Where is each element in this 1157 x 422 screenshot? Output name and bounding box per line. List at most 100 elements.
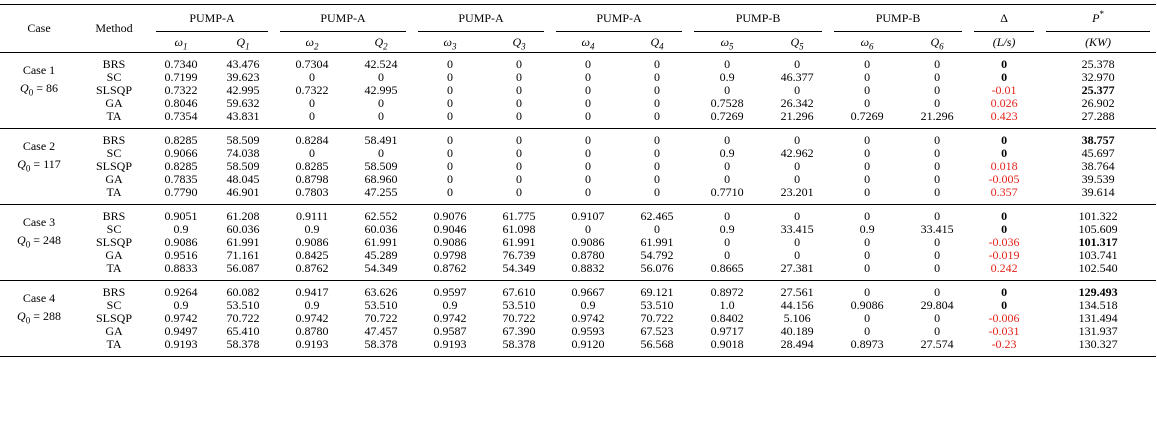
- delta-cell: 0: [968, 280, 1041, 299]
- group-label: PUMP-A: [280, 6, 407, 32]
- value-cell: 26.342: [780, 96, 814, 110]
- value-cell: 58.509: [226, 159, 260, 173]
- value-cell: 47.457: [364, 324, 398, 338]
- value-cell: 0: [654, 57, 661, 71]
- value-cell: 0.8833: [164, 261, 198, 275]
- data-row: TA 0.8833 56.087 0.8762 54.349 0.8762 54.349 0.…: [0, 262, 1156, 281]
- data-row: Case 1 Q0 = 86 BRS 0.7340 43.476 0.7304 42.524…: [0, 53, 1156, 97]
- value-cell: 0: [688, 204, 767, 223]
- subheader: Q3: [488, 32, 551, 53]
- delta-cell: 0: [1001, 222, 1008, 236]
- method: BRS: [78, 204, 150, 223]
- value-cell: 0.8665: [710, 261, 744, 275]
- value-cell: 0: [309, 96, 316, 110]
- value-cell: 44.156: [780, 298, 814, 312]
- p-star-cell: 25.377: [1081, 83, 1115, 97]
- subheader: ω2: [274, 32, 351, 53]
- value-cell: 0.9742: [295, 311, 329, 325]
- value-cell: 54.349: [364, 261, 398, 275]
- value-cell: 58.509: [364, 159, 398, 173]
- value-cell: 0.8780: [571, 248, 605, 262]
- sub-symbol: ω: [581, 34, 591, 49]
- value-cell: 0: [724, 159, 731, 173]
- value-cell: 62.552: [350, 204, 413, 223]
- value-cell: 0: [654, 159, 661, 173]
- value-cell: 58.378: [502, 337, 536, 351]
- value-cell: 0: [766, 204, 829, 223]
- value-cell: 0: [447, 146, 454, 160]
- value-cell: 0: [585, 159, 592, 173]
- value-cell: 0: [516, 146, 523, 160]
- subheader: ω3: [412, 32, 489, 53]
- value-cell: 56.076: [640, 261, 674, 275]
- method: SLSQP: [95, 235, 133, 249]
- group-label: PUMP-B: [834, 6, 963, 32]
- sub-index: 5: [799, 40, 804, 51]
- header-group: PUMP-B: [828, 5, 968, 33]
- value-cell: 65.410: [226, 324, 260, 338]
- value-cell: 0: [934, 248, 941, 262]
- q-value: = 86: [36, 81, 58, 95]
- method: SLSQP: [95, 83, 133, 97]
- value-cell: 0.9193: [164, 337, 198, 351]
- value-cell: 0.7269: [710, 109, 744, 123]
- data-row: SLSQP 0.9086 61.991 0.9086 61.991 0.9086 61.99…: [0, 236, 1156, 249]
- value-cell: 0: [864, 235, 871, 249]
- value-cell: 0: [688, 128, 767, 147]
- value-cell: 0: [794, 57, 801, 71]
- subheader: ω5: [688, 32, 767, 53]
- value-cell: 0.8973: [850, 337, 884, 351]
- value-cell: 46.377: [780, 70, 814, 84]
- value-cell: 0: [766, 128, 829, 147]
- group-label: PUMP-B: [694, 6, 823, 32]
- value-cell: 0.7304: [295, 57, 329, 71]
- value-cell: 28.494: [780, 337, 814, 351]
- value-cell: 0.9742: [164, 311, 198, 325]
- value-cell: 0.7803: [295, 185, 329, 199]
- value-cell: 70.722: [364, 311, 398, 325]
- q-symbol: Q: [20, 81, 29, 95]
- data-row: GA 0.8046 59.632 0 0 0 0 0 0 0.7528 26.342 0 0 0.026 2…: [0, 97, 1156, 110]
- value-cell: 0.7322: [295, 83, 329, 97]
- data-row: TA 0.7790 46.901 0.7803 47.255 0 0 0 0 0.7710 23.2…: [0, 186, 1156, 205]
- value-cell: 0.9593: [571, 324, 605, 338]
- method: SLSQP: [95, 159, 133, 173]
- value-cell: 53.510: [226, 298, 260, 312]
- p-star-cell: 27.288: [1081, 109, 1115, 123]
- value-cell: 74.038: [226, 146, 260, 160]
- value-cell: 0: [516, 159, 523, 173]
- q-value: = 248: [33, 233, 61, 247]
- sub-index: 5: [729, 40, 734, 51]
- value-cell: 0.8046: [164, 96, 198, 110]
- value-cell: 0: [585, 57, 592, 71]
- value-cell: 0: [864, 311, 871, 325]
- sub-index: 4: [590, 40, 595, 51]
- value-cell: 0.7528: [710, 96, 744, 110]
- method: SC: [106, 298, 122, 312]
- value-cell: 0.9: [173, 298, 189, 312]
- value-cell: 0: [654, 185, 661, 199]
- value-cell: 0.7322: [164, 83, 198, 97]
- delta-cell: -0.23: [991, 337, 1017, 351]
- results-table: Case Method PUMP-A PUMP-A PUMP-A PUMP-A PUMP-B…: [0, 4, 1157, 357]
- sub-symbol: Q: [236, 34, 246, 49]
- subheader: ω1: [150, 32, 212, 53]
- value-cell: 0.9086: [295, 235, 329, 249]
- value-cell: 0.8832: [571, 261, 605, 275]
- value-cell: 53.510: [364, 298, 398, 312]
- value-cell: 0: [828, 204, 907, 223]
- value-cell: 0.9066: [164, 146, 198, 160]
- sub-index: 1: [182, 40, 188, 51]
- subheader: ω6: [828, 32, 907, 53]
- value-cell: 61.098: [502, 222, 536, 236]
- value-cell: 63.626: [350, 280, 413, 299]
- value-cell: 0: [447, 185, 454, 199]
- case-name: Case 4: [22, 291, 56, 305]
- delta-cell: 0.357: [990, 185, 1018, 199]
- sub-symbol: Q: [512, 34, 522, 49]
- delta-cell: 0: [968, 128, 1041, 147]
- value-cell: 0.9046: [433, 222, 467, 236]
- delta-cell: -0.019: [988, 248, 1020, 262]
- value-cell: 0: [516, 83, 523, 97]
- value-cell: 0: [934, 261, 941, 275]
